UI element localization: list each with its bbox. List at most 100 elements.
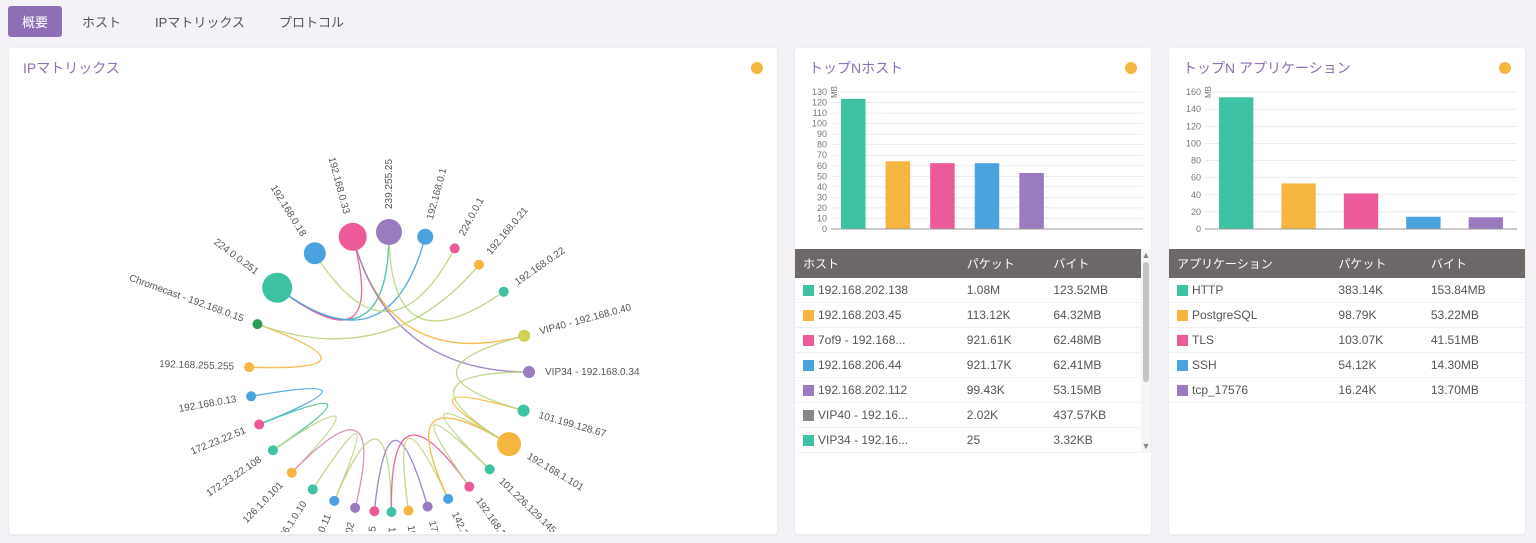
hosts-barchart[interactable]: 0102030405060708090100110120130MB xyxy=(795,84,1151,249)
chord-node[interactable] xyxy=(308,484,318,494)
chord-diagram[interactable]: 239.255.25192.168.0.33192.168.0.18224.0.… xyxy=(9,84,777,535)
chord-node[interactable] xyxy=(474,260,484,270)
table-row[interactable]: 7of9 - 192.168...921.61K62.48MB xyxy=(795,328,1141,353)
chord-edge[interactable] xyxy=(353,237,529,372)
scroll-thumb[interactable] xyxy=(1143,262,1149,382)
chord-edge[interactable] xyxy=(273,416,336,473)
table-row[interactable]: 192.168.202.1381.08M123.52MB xyxy=(795,278,1141,303)
chord-edge[interactable] xyxy=(391,435,469,512)
chord-node[interactable] xyxy=(268,445,278,455)
bar[interactable] xyxy=(1219,97,1253,229)
chord-edge[interactable] xyxy=(434,425,490,487)
chord-node[interactable] xyxy=(246,391,256,401)
series-swatch-icon xyxy=(803,385,814,396)
svg-text:140: 140 xyxy=(1186,104,1201,114)
status-dot-icon[interactable] xyxy=(1125,62,1137,74)
chord-node[interactable] xyxy=(499,287,509,297)
bar[interactable] xyxy=(1019,173,1044,229)
column-header[interactable]: アプリケーション xyxy=(1169,249,1330,278)
bar[interactable] xyxy=(886,161,911,229)
panel-top-n-hosts: トップNホスト 0102030405060708090100110120130M… xyxy=(794,47,1152,535)
chord-label: 192.168.1.35 xyxy=(362,525,379,532)
column-header[interactable]: バイト xyxy=(1045,249,1141,278)
chord-node[interactable] xyxy=(417,229,433,245)
chord-node[interactable] xyxy=(443,494,453,504)
chord-node[interactable] xyxy=(252,319,262,329)
scroll-up-icon[interactable]: ▲ xyxy=(1142,251,1151,260)
chord-node[interactable] xyxy=(518,405,530,417)
bar[interactable] xyxy=(975,163,1000,229)
table-row[interactable]: tcp_1757616.24K13.70MB xyxy=(1169,378,1525,403)
chord-label: VIP34 - 192.168.0.34 xyxy=(545,367,640,378)
chord-node[interactable] xyxy=(350,503,360,513)
chord-edge[interactable] xyxy=(374,440,427,511)
bar[interactable] xyxy=(1406,217,1440,229)
chord-node[interactable] xyxy=(450,243,460,253)
panel-title: トップN アプリケーション xyxy=(1183,58,1351,78)
chord-node[interactable] xyxy=(386,507,396,517)
chord-node[interactable] xyxy=(464,482,474,492)
chord-edge[interactable] xyxy=(389,232,504,321)
svg-text:0: 0 xyxy=(822,224,827,234)
bar[interactable] xyxy=(1469,217,1503,229)
status-dot-icon[interactable] xyxy=(751,62,763,74)
bar[interactable] xyxy=(1344,193,1378,229)
chord-node[interactable] xyxy=(329,496,339,506)
table-row[interactable]: VIP34 - 192.16...253.32KB xyxy=(795,428,1141,453)
chord-node[interactable] xyxy=(254,419,264,429)
svg-text:120: 120 xyxy=(1186,121,1201,131)
column-header[interactable]: パケット xyxy=(959,249,1046,278)
column-header[interactable]: バイト xyxy=(1423,249,1525,278)
chord-node[interactable] xyxy=(518,330,530,342)
svg-text:40: 40 xyxy=(1191,190,1201,200)
chord-label: 192.168.255.255 xyxy=(159,359,235,373)
chord-edge[interactable] xyxy=(251,389,322,425)
bar[interactable] xyxy=(1281,183,1315,229)
scrollbar[interactable]: ▲ ▼ xyxy=(1141,249,1151,453)
table-row[interactable]: HTTP383.14K153.84MB xyxy=(1169,278,1525,303)
chord-label: 224.0.0.251 xyxy=(211,237,260,278)
chord-node[interactable] xyxy=(497,432,521,456)
tab-ホスト[interactable]: ホスト xyxy=(68,6,135,37)
status-dot-icon[interactable] xyxy=(1499,62,1511,74)
chord-node[interactable] xyxy=(339,223,367,251)
svg-text:20: 20 xyxy=(1191,207,1201,217)
chord-edge[interactable] xyxy=(292,430,364,508)
chord-edge[interactable] xyxy=(257,265,479,339)
table-row[interactable]: VIP40 - 192.16...2.02K437.57KB xyxy=(795,403,1141,428)
table-row[interactable]: PostgreSQL98.79K53.22MB xyxy=(1169,303,1525,328)
chord-node[interactable] xyxy=(485,464,495,474)
chord-node[interactable] xyxy=(262,273,292,303)
tab-プロトコル[interactable]: プロトコル xyxy=(265,6,358,37)
tab-IPマトリックス[interactable]: IPマトリックス xyxy=(141,6,259,37)
chord-node[interactable] xyxy=(376,219,402,245)
chord-node[interactable] xyxy=(523,366,535,378)
table-row[interactable]: 192.168.206.44921.17K62.41MB xyxy=(795,353,1141,378)
chord-edge[interactable] xyxy=(334,439,391,512)
chord-label: 172.23.22.51 xyxy=(189,425,248,457)
chord-edge[interactable] xyxy=(454,372,529,444)
chord-label: 172.25.120.88 xyxy=(426,520,454,532)
column-header[interactable]: ホスト xyxy=(795,249,959,278)
bar[interactable] xyxy=(930,163,955,229)
chord-node[interactable] xyxy=(287,468,297,478)
chord-edge[interactable] xyxy=(456,336,524,411)
table-row[interactable]: 192.168.203.45113.12K64.32MB xyxy=(795,303,1141,328)
apps-barchart[interactable]: 020406080100120140160MB xyxy=(1169,84,1525,249)
bar[interactable] xyxy=(841,99,866,229)
chord-edge[interactable] xyxy=(249,324,321,367)
table-row[interactable]: SSH54.12K14.30MB xyxy=(1169,353,1525,378)
chord-node[interactable] xyxy=(403,506,413,516)
chord-node[interactable] xyxy=(244,362,254,372)
column-header[interactable]: パケット xyxy=(1330,249,1422,278)
chord-label: 192.168.1.24 xyxy=(386,527,398,532)
tab-概要[interactable]: 概要 xyxy=(8,6,62,37)
scroll-down-icon[interactable]: ▼ xyxy=(1142,442,1151,451)
chord-edge[interactable] xyxy=(277,232,389,319)
chord-edge[interactable] xyxy=(353,237,524,344)
chord-node[interactable] xyxy=(304,242,326,264)
table-row[interactable]: 192.168.202.11299.43K53.15MB xyxy=(795,378,1141,403)
chord-node[interactable] xyxy=(423,502,433,512)
table-row[interactable]: TLS103.07K41.51MB xyxy=(1169,328,1525,353)
chord-node[interactable] xyxy=(369,506,379,516)
